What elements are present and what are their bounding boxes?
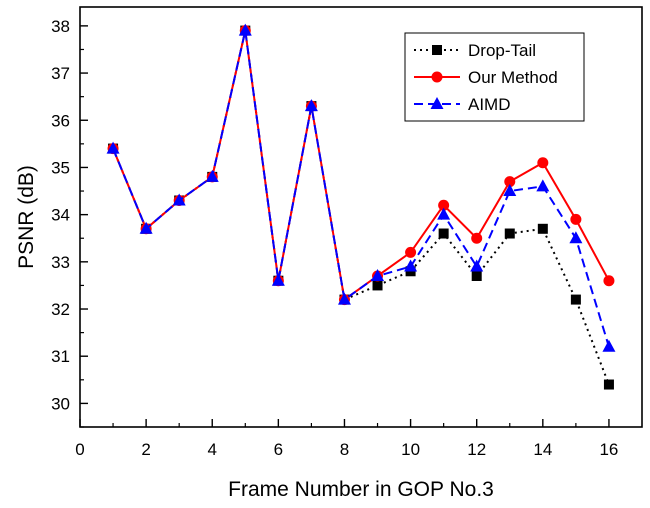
- data-point: [537, 223, 548, 234]
- series-layer: [106, 23, 616, 390]
- data-point: [139, 221, 153, 234]
- x-tick-label: 10: [401, 440, 420, 459]
- data-point: [570, 213, 582, 225]
- y-tick-label: 34: [51, 206, 70, 225]
- x-axis-title: Frame Number in GOP No.3: [228, 478, 494, 501]
- data-point: [470, 259, 484, 272]
- legend-marker: [430, 97, 444, 109]
- x-tick-label: 6: [274, 440, 283, 459]
- legend-marker: [432, 45, 442, 55]
- x-tick-label: 8: [340, 440, 349, 459]
- y-tick-label: 32: [51, 300, 70, 319]
- data-point: [106, 141, 120, 154]
- y-tick-label: 33: [51, 253, 70, 272]
- y-tick-label: 37: [51, 64, 70, 83]
- data-point: [503, 184, 517, 197]
- data-point: [471, 232, 483, 244]
- x-tick-label: 16: [599, 440, 618, 459]
- x-tick-label: 12: [467, 440, 486, 459]
- series-line: [112, 30, 610, 348]
- data-point: [405, 246, 417, 258]
- legend-label: Drop-Tail: [468, 41, 536, 60]
- data-point: [438, 199, 450, 211]
- y-tick-label: 38: [51, 17, 70, 36]
- y-tick-label: 35: [51, 158, 70, 177]
- data-point: [537, 157, 549, 169]
- y-tick-label: 36: [51, 111, 70, 130]
- x-tick-label: 14: [533, 440, 552, 459]
- data-point: [602, 339, 616, 352]
- data-point: [570, 294, 581, 305]
- x-tick-label: 2: [141, 440, 150, 459]
- data-point: [569, 231, 583, 244]
- y-tick-label: 31: [51, 347, 70, 366]
- legend-label: Our Method: [468, 68, 558, 87]
- y-axis-title: PSNR (dB): [15, 165, 38, 269]
- series-2: [106, 23, 616, 352]
- data-point: [337, 292, 351, 305]
- axis-ticks: 0 2 4 6 8 10 12 14 16 30 31 32 33 34 35 36 37 38: [51, 17, 618, 459]
- data-point: [603, 379, 614, 390]
- legend-marker: [431, 71, 443, 83]
- data-point: [205, 169, 219, 182]
- data-point: [536, 179, 550, 192]
- data-point: [603, 275, 615, 287]
- data-point: [504, 228, 515, 239]
- data-point: [504, 176, 516, 188]
- data-point: [271, 273, 285, 286]
- data-point: [238, 23, 252, 36]
- x-tick-label: 4: [208, 440, 217, 459]
- x-tick-label: 0: [75, 440, 84, 459]
- legend: Drop-Tail Our Method AIMD: [404, 32, 585, 122]
- data-point: [372, 280, 383, 291]
- plot-frame: [79, 6, 643, 428]
- data-point: [438, 228, 449, 239]
- data-point: [404, 259, 418, 272]
- data-point: [304, 99, 318, 112]
- y-tick-label: 30: [51, 394, 70, 413]
- legend-label: AIMD: [468, 95, 511, 114]
- data-point: [471, 270, 482, 281]
- data-point: [371, 268, 385, 281]
- data-point: [437, 207, 451, 220]
- data-point: [172, 193, 186, 206]
